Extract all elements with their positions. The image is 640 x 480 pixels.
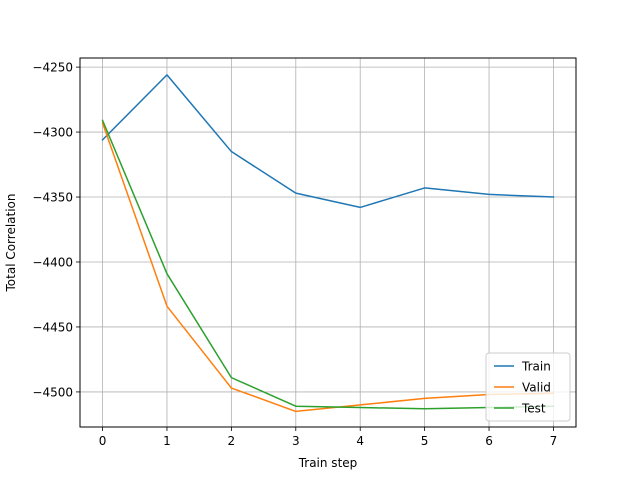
x-tick-label: 3 — [292, 434, 300, 448]
legend-label-test: Test — [521, 402, 546, 416]
grid — [80, 58, 576, 427]
legend-box — [485, 352, 571, 422]
x-tick-label: 7 — [550, 434, 558, 448]
plot-frame — [79, 57, 577, 428]
y-tick-label: −4400 — [32, 255, 73, 269]
x-tick-label: 4 — [356, 434, 364, 448]
x-tick-label: 6 — [485, 434, 493, 448]
x-tick-label: 5 — [421, 434, 429, 448]
y-tick-label: −4450 — [32, 320, 73, 334]
x-tick-label: 0 — [99, 434, 107, 448]
legend: Train Valid Test — [485, 352, 571, 422]
legend-label-valid: Valid — [522, 381, 551, 395]
y-tick-label: −4350 — [32, 191, 73, 205]
x-axis-label: Train step — [298, 456, 358, 470]
y-axis-label: Total Correlation — [4, 193, 18, 292]
x-tick-label: 2 — [228, 434, 236, 448]
series-lines — [101, 74, 555, 413]
legend-label-train: Train — [521, 360, 551, 374]
series-line-train — [101, 74, 555, 209]
y-tick-label: −4500 — [32, 385, 73, 399]
y-tick-label: −4250 — [32, 61, 73, 75]
series-line-test — [101, 119, 555, 410]
x-tick-label: 1 — [163, 434, 171, 448]
axis-ticks: 0 1 2 3 4 5 6 7 −4500 −4450 −4400 −4350 −4300 −4250 — [32, 61, 557, 448]
y-tick-label: −4300 — [32, 126, 73, 140]
series-line-valid — [101, 122, 555, 413]
